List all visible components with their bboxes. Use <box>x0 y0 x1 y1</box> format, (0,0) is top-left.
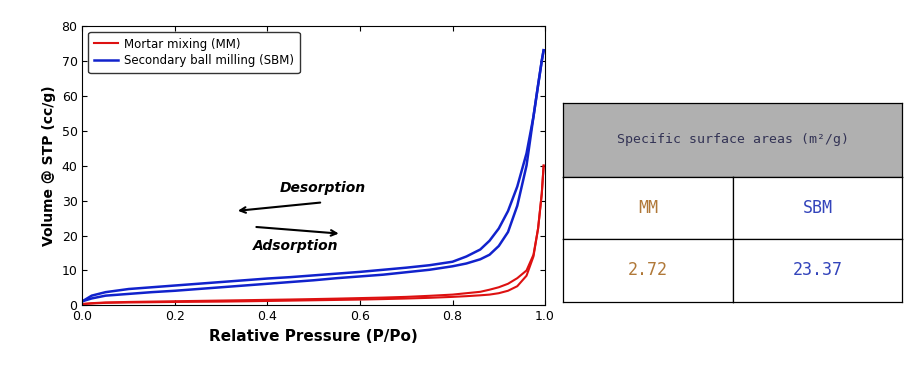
Mortar mixing (MM) <box>377 297 388 301</box>
Secondary ball milling (SBM) <box>538 48 549 52</box>
Mortar mixing (MM) <box>503 289 514 293</box>
Mortar mixing (MM) <box>169 300 180 304</box>
Secondary ball milling (SBM) <box>216 285 227 290</box>
Secondary ball milling (SBM) <box>285 280 296 284</box>
Secondary ball milling (SBM) <box>308 278 320 283</box>
Secondary ball milling (SBM) <box>474 257 485 262</box>
Mortar mixing (MM) <box>424 296 435 300</box>
Mortar mixing (MM) <box>332 298 343 302</box>
Secondary ball milling (SBM) <box>447 264 458 269</box>
Mortar mixing (MM) <box>308 298 320 302</box>
Secondary ball milling (SBM) <box>528 114 539 119</box>
Secondary ball milling (SBM) <box>536 59 547 63</box>
Secondary ball milling (SBM) <box>424 268 435 272</box>
Text: 2.72: 2.72 <box>628 261 668 279</box>
Secondary ball milling (SBM) <box>239 283 250 288</box>
Secondary ball milling (SBM) <box>147 290 158 294</box>
Secondary ball milling (SBM) <box>354 274 365 279</box>
Legend: Mortar mixing (MM), Secondary ball milling (SBM): Mortar mixing (MM), Secondary ball milli… <box>88 32 300 73</box>
Mortar mixing (MM) <box>77 302 88 306</box>
Text: Adsorption: Adsorption <box>253 239 338 253</box>
Secondary ball milling (SBM) <box>461 261 472 266</box>
Secondary ball milling (SBM) <box>400 270 411 275</box>
Text: Specific surface areas (m²/g): Specific surface areas (m²/g) <box>616 133 849 146</box>
Mortar mixing (MM) <box>474 293 485 297</box>
Secondary ball milling (SBM) <box>262 282 273 286</box>
Mortar mixing (MM) <box>147 300 158 304</box>
Secondary ball milling (SBM) <box>503 230 514 234</box>
Mortar mixing (MM) <box>216 300 227 304</box>
Mortar mixing (MM) <box>484 293 495 297</box>
Mortar mixing (MM) <box>285 298 296 303</box>
Secondary ball milling (SBM) <box>493 244 504 248</box>
Secondary ball milling (SBM) <box>521 163 532 168</box>
Mortar mixing (MM) <box>512 284 523 289</box>
Mortar mixing (MM) <box>536 191 547 196</box>
Secondary ball milling (SBM) <box>512 204 523 208</box>
Secondary ball milling (SBM) <box>77 299 88 304</box>
Mortar mixing (MM) <box>538 163 549 168</box>
Text: MM: MM <box>638 199 658 217</box>
X-axis label: Relative Pressure (P/Po): Relative Pressure (P/Po) <box>210 329 418 344</box>
Mortar mixing (MM) <box>461 294 472 298</box>
Mortar mixing (MM) <box>262 299 273 303</box>
Secondary ball milling (SBM) <box>484 252 495 257</box>
Text: Desorption: Desorption <box>280 181 366 195</box>
Mortar mixing (MM) <box>100 301 111 305</box>
Mortar mixing (MM) <box>239 299 250 304</box>
Secondary ball milling (SBM) <box>332 276 343 280</box>
Line: Secondary ball milling (SBM): Secondary ball milling (SBM) <box>82 50 543 301</box>
Secondary ball milling (SBM) <box>532 83 543 88</box>
Y-axis label: Volume @ STP (cc/g): Volume @ STP (cc/g) <box>42 85 56 246</box>
Mortar mixing (MM) <box>493 291 504 296</box>
Secondary ball milling (SBM) <box>169 289 180 293</box>
Mortar mixing (MM) <box>521 273 532 278</box>
Mortar mixing (MM) <box>447 295 458 299</box>
Mortar mixing (MM) <box>123 300 135 305</box>
Mortar mixing (MM) <box>354 297 365 302</box>
Mortar mixing (MM) <box>528 254 539 259</box>
Text: SBM: SBM <box>802 199 833 217</box>
Secondary ball milling (SBM) <box>100 293 111 298</box>
Secondary ball milling (SBM) <box>86 296 97 301</box>
Mortar mixing (MM) <box>532 226 543 231</box>
Secondary ball milling (SBM) <box>123 292 135 296</box>
Mortar mixing (MM) <box>86 301 97 306</box>
Mortar mixing (MM) <box>192 300 203 304</box>
Secondary ball milling (SBM) <box>377 272 388 277</box>
Line: Mortar mixing (MM): Mortar mixing (MM) <box>82 166 543 304</box>
Secondary ball milling (SBM) <box>192 287 203 291</box>
Mortar mixing (MM) <box>400 296 411 301</box>
Text: 23.37: 23.37 <box>792 261 843 279</box>
